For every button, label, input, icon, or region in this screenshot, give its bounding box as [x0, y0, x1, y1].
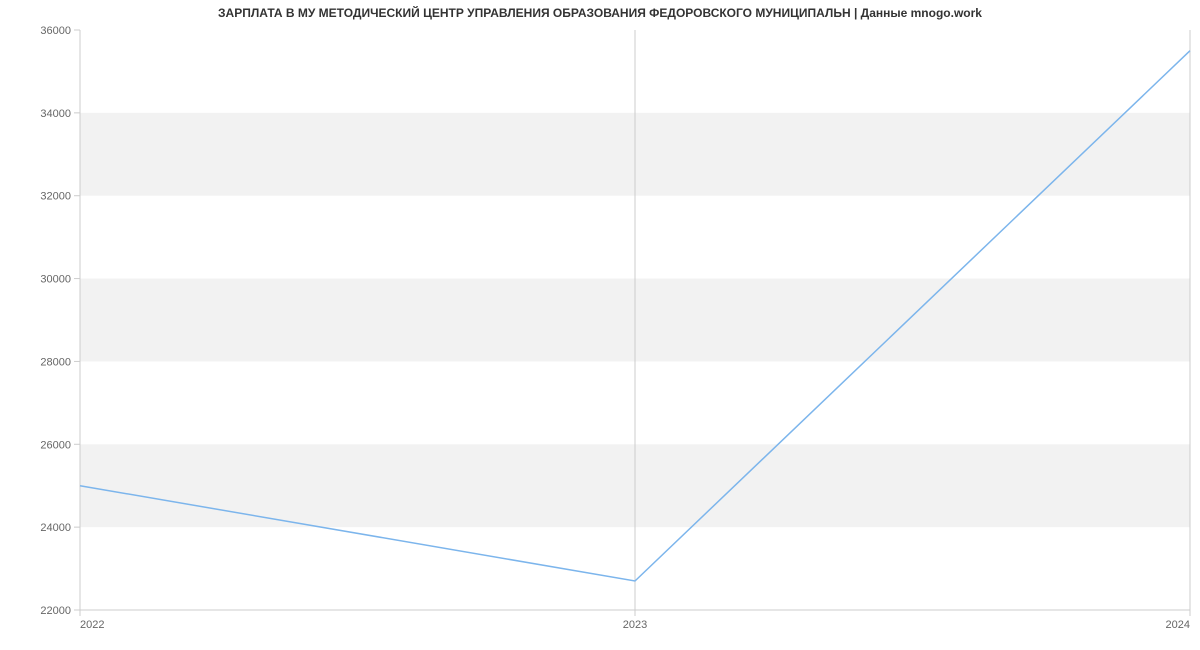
y-tick-label: 34000 — [40, 108, 71, 120]
x-tick-label: 2023 — [623, 619, 647, 631]
line-chart: ЗАРПЛАТА В МУ МЕТОДИЧЕСКИЙ ЦЕНТР УПРАВЛЕ… — [0, 0, 1200, 650]
y-tick-label: 36000 — [40, 25, 71, 37]
y-tick-label: 24000 — [40, 522, 71, 534]
y-tick-label: 30000 — [40, 274, 71, 286]
y-tick-label: 32000 — [40, 191, 71, 203]
y-tick-label: 26000 — [40, 439, 71, 451]
x-tick-label: 2024 — [1166, 619, 1190, 631]
y-tick-label: 22000 — [40, 605, 71, 617]
x-tick-label: 2022 — [80, 619, 104, 631]
y-tick-label: 28000 — [40, 356, 71, 368]
chart-svg: 22000 24000 26000 28000 30000 32000 34000 36000… — [0, 0, 1200, 650]
